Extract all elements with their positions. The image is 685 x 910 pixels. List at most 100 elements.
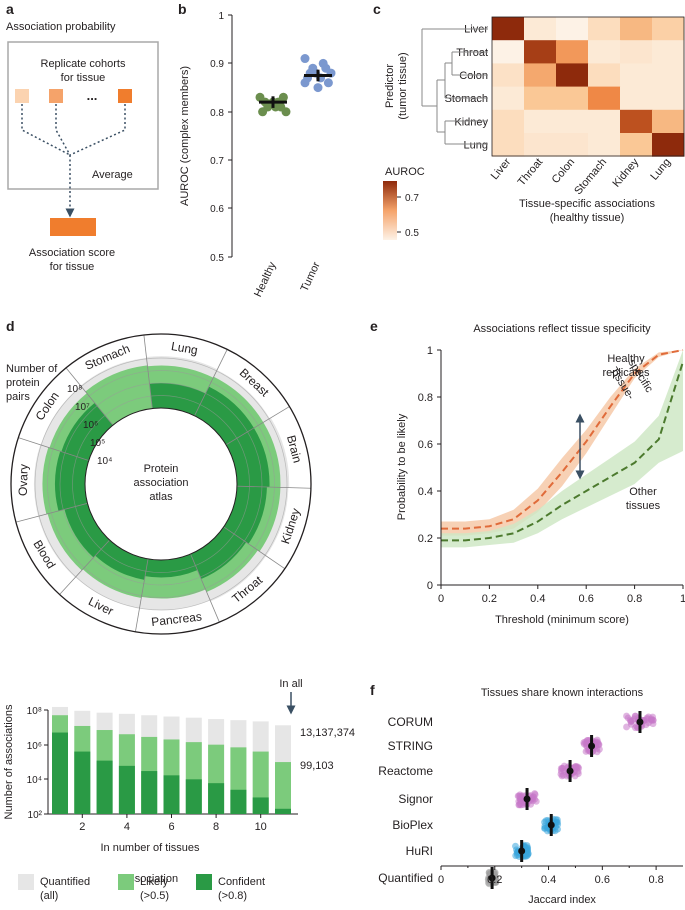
b-point-healthy: [258, 107, 268, 117]
heatmap-cell: [556, 40, 589, 64]
d-bar-xlabel: In number of tissues: [100, 842, 200, 854]
score-box: [50, 218, 96, 236]
b-points: [255, 54, 336, 117]
f-row-labels: CORUM STRING Reactome Signor BioPlex HuRI Quan…: [378, 715, 433, 885]
radial-gridline: [47, 370, 275, 598]
legend-swatch-likely: [118, 874, 134, 890]
atlas-label-1: Protein: [144, 463, 179, 475]
b-point-healthy: [278, 92, 288, 102]
heatmap-cell: [556, 109, 589, 134]
e-ylabel: Probability to be likely: [396, 413, 408, 520]
radial-confident-kidney: [223, 486, 267, 544]
radial-tissue-label: Brain: [284, 434, 305, 465]
c-xlabel-2: (healthy tissue): [550, 212, 625, 224]
heatmap-cell: [652, 17, 685, 41]
b-xtick-tumor: Tumor: [299, 260, 323, 294]
heatmap-col-label: Throat: [516, 156, 546, 188]
panel-a: a Association probability Replicate coho…: [6, 1, 159, 273]
heatmap-cell: [524, 109, 557, 134]
c-ylabel-2: (tumor tissue): [397, 52, 409, 119]
radial-gridline: [59, 382, 263, 586]
f-median-dot: [547, 821, 555, 829]
e-ytick: 0: [427, 580, 433, 592]
average-label: Average: [92, 169, 133, 181]
c-xlabel-1: Tissue-specific associations: [519, 198, 655, 210]
replicate-box: [7, 41, 159, 190]
b-point-tumor: [300, 78, 310, 88]
d-bar-confident: [163, 775, 180, 814]
f-row-label: Signor: [398, 792, 433, 806]
d-legend-title: Association: [122, 873, 178, 885]
b-ytick: 0.7: [210, 156, 224, 167]
heatmap-cell: [556, 86, 589, 111]
legend-confident: Confident: [218, 876, 265, 888]
d-bar-confident: [118, 765, 135, 814]
f-median-dot: [523, 795, 531, 803]
heatmap-col-label: Stomach: [572, 156, 609, 197]
panel-f: f Tissues share known interactions CORUM…: [370, 682, 683, 906]
legend-swatch-quantified: [18, 874, 34, 890]
b-point-tumor: [313, 83, 323, 93]
f-point-signor: [516, 793, 524, 801]
f-row-label: CORUM: [388, 715, 433, 729]
b-point-healthy: [276, 102, 286, 112]
replicate-title-1: Replicate cohorts: [41, 58, 126, 70]
replicate-square-3: [118, 89, 132, 103]
f-point-reactome: [557, 767, 565, 775]
radial-divider: [65, 367, 114, 426]
heatmap-cell: [620, 133, 653, 157]
f-point-corum: [643, 715, 651, 723]
e-xtick: 0.4: [530, 593, 545, 605]
b-point-tumor: [323, 78, 333, 88]
f-median-dot: [518, 847, 526, 855]
score-label-1: Association score: [29, 247, 115, 259]
heatmap-col-label: Colon: [550, 156, 578, 186]
e-title: Associations reflect tissue specificity: [473, 323, 651, 335]
ring-tick: 10⁸: [67, 384, 82, 395]
radial-tissue-label: Pancreas: [151, 609, 203, 629]
heatmap-row-label: Liver: [464, 24, 488, 36]
heatmap-cell: [524, 133, 557, 157]
e-label-other-2: tissues: [626, 500, 661, 512]
total-likely: 99,103: [300, 760, 334, 772]
score-label-2: for tissue: [50, 261, 95, 273]
e-line-other: [441, 361, 684, 542]
ellipsis: ...: [87, 88, 98, 103]
radial-divider: [223, 526, 286, 569]
heatmap-cell: [652, 63, 685, 88]
panel-label-c: c: [373, 1, 381, 17]
d-bar-xtick: 10: [255, 821, 267, 833]
ring-tick: 10⁴: [97, 456, 112, 467]
d-bar-xticks: 2 4 6 8 10: [79, 814, 267, 833]
heatmap-cell: [620, 109, 653, 134]
e-ytick: 0.4: [418, 486, 433, 498]
legend-confident-sub: (>0.8): [218, 890, 247, 902]
heatmap-row-label: Kidney: [454, 116, 488, 128]
heatmap-row-label: Colon: [459, 70, 488, 82]
heatmap-cell: [492, 17, 525, 41]
heatmap-cell: [492, 40, 525, 64]
heatmap-cell: [556, 63, 589, 88]
panel-a-title: Association probability: [6, 21, 116, 33]
auroc-tick: 0.7: [405, 193, 419, 204]
heatmap-cell: [524, 40, 557, 64]
f-point-reactome: [560, 762, 568, 770]
radial-divider: [18, 437, 89, 461]
radial-confident-breast: [194, 386, 254, 445]
heatmap-cell: [524, 86, 557, 111]
d-bar-confident: [52, 732, 68, 814]
d-yaxis-2: protein: [6, 377, 40, 389]
d-radial-chart: [10, 333, 312, 635]
f-row-label: STRING: [388, 739, 433, 753]
e-xtick: 0.2: [482, 593, 497, 605]
heatmap-cell: [620, 86, 653, 111]
heatmap-cell: [588, 63, 621, 88]
panel-e: e Associations reflect tissue specificit…: [370, 318, 685, 626]
legend-quantified: Quantified: [40, 876, 90, 888]
e-xtick: 0.6: [579, 593, 594, 605]
heatmap-col-label: Liver: [489, 156, 514, 182]
radial-divider: [225, 406, 290, 446]
legend-swatch-confident: [196, 874, 212, 890]
